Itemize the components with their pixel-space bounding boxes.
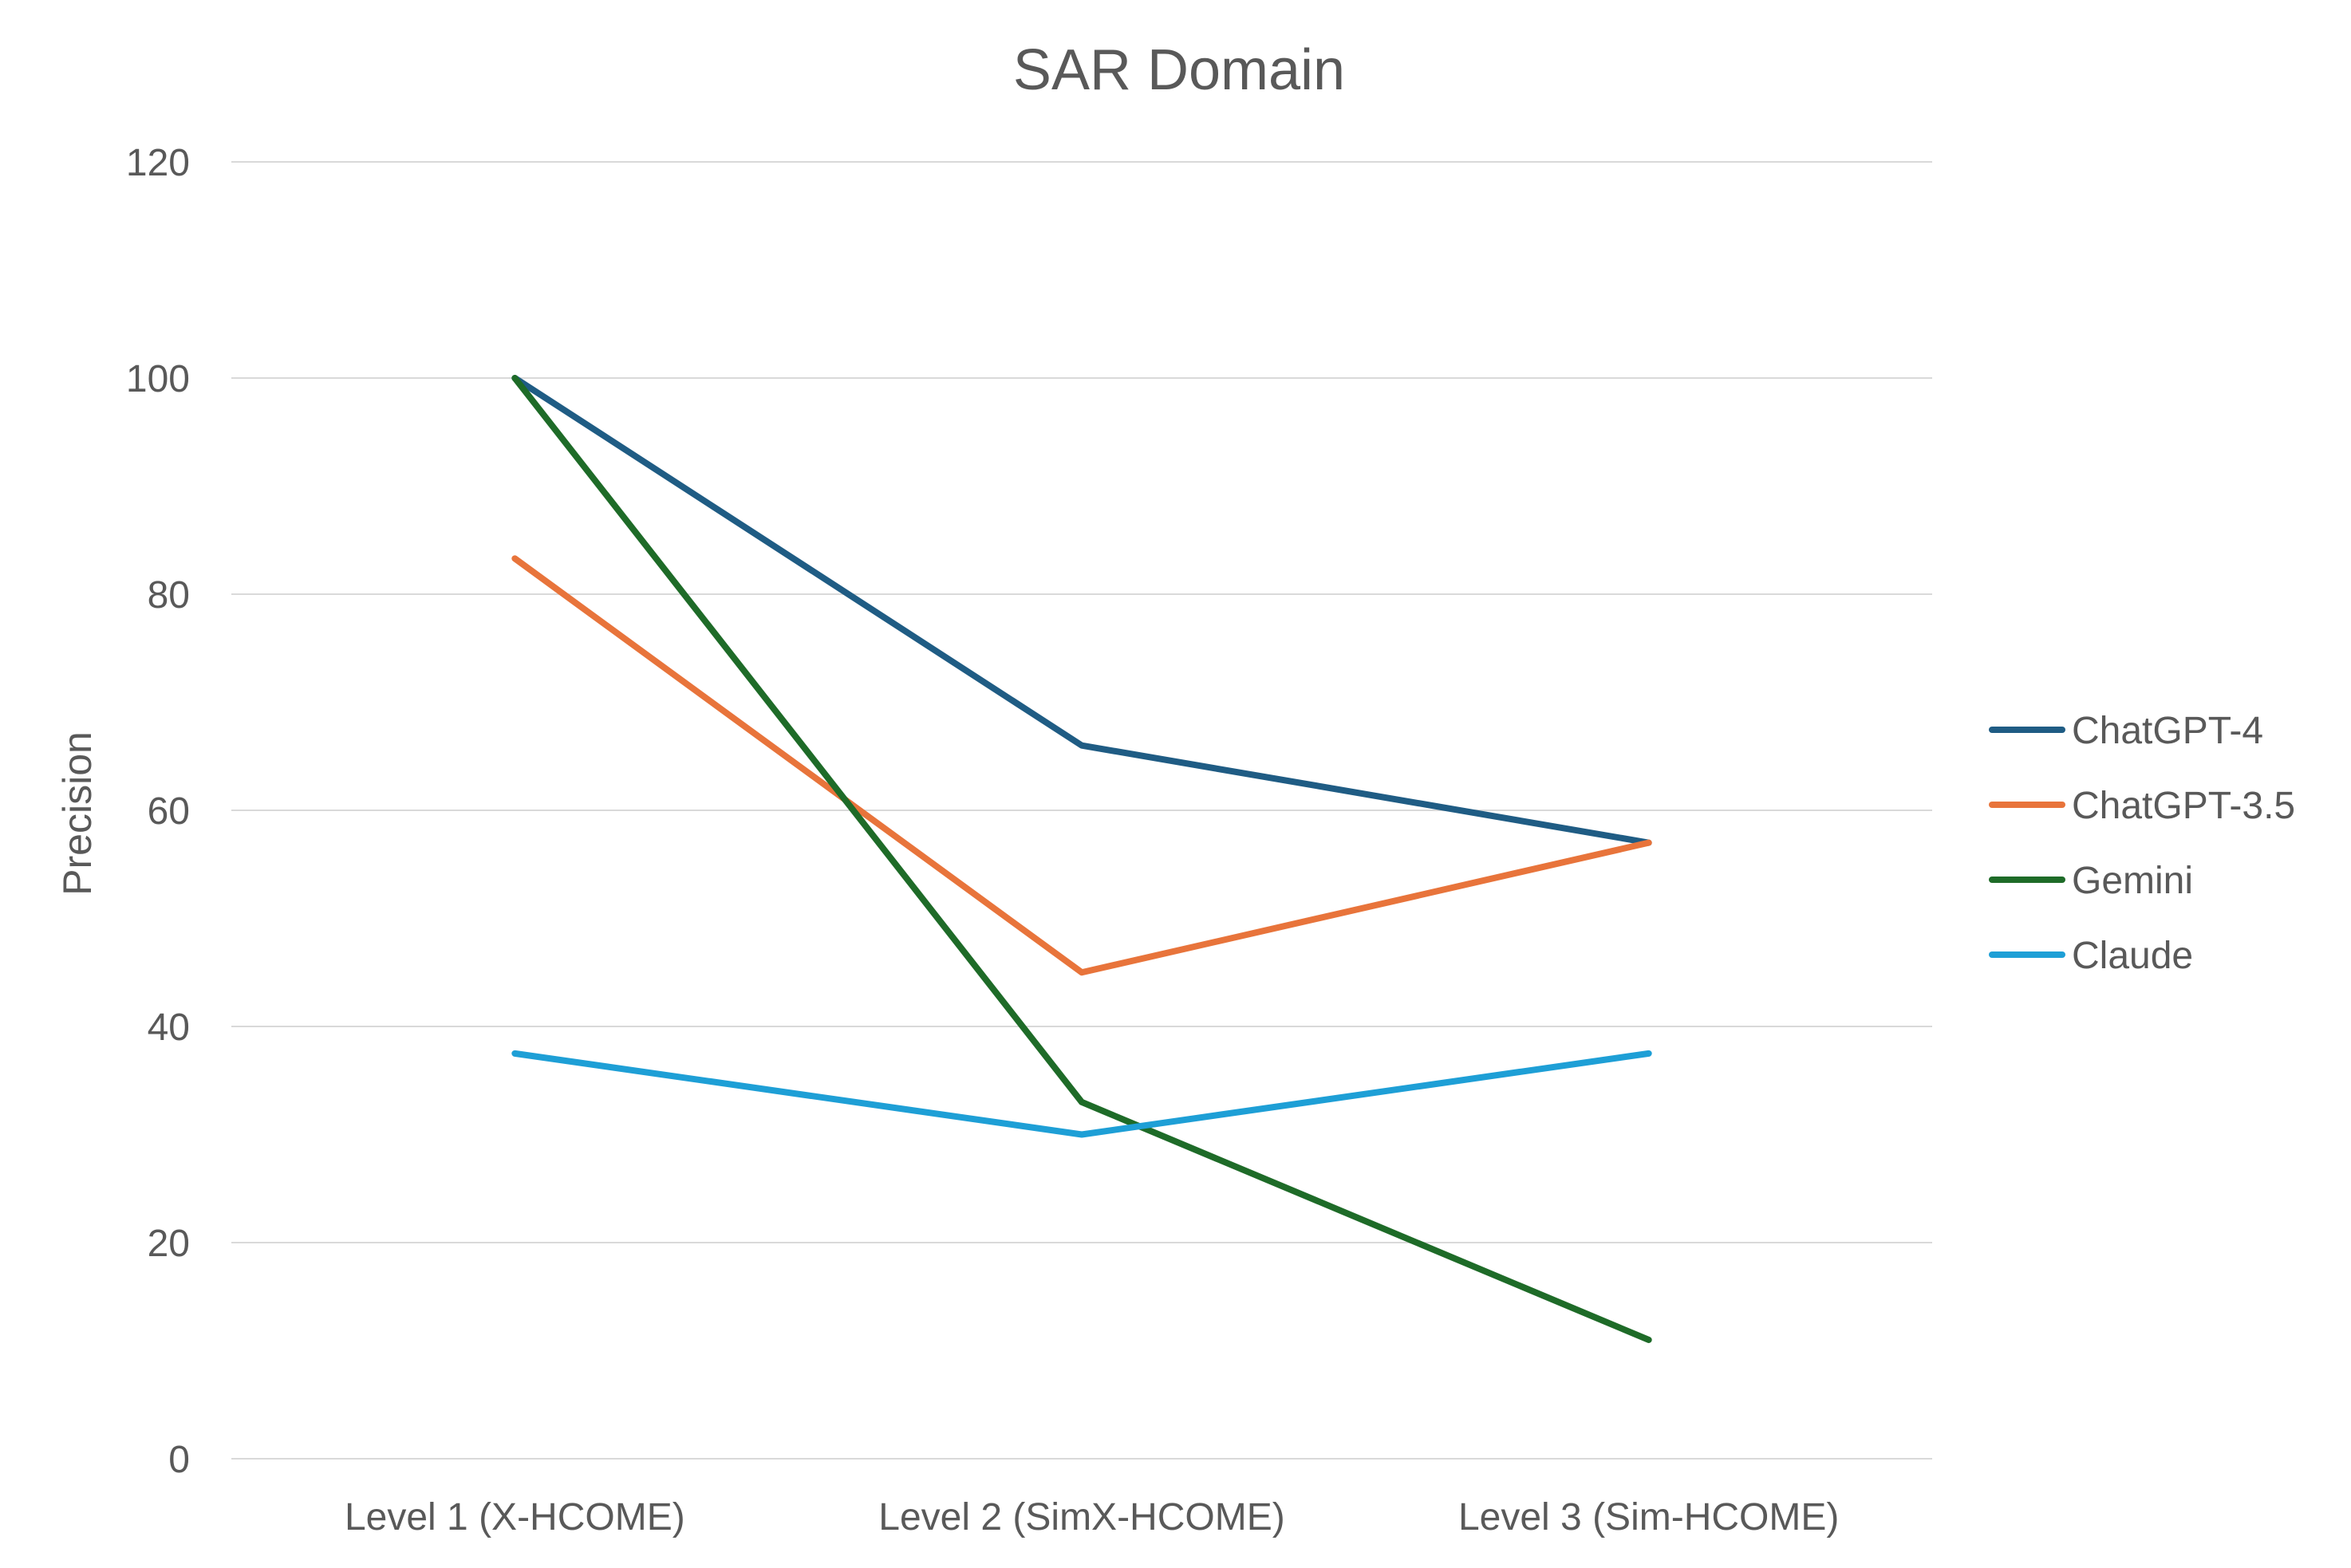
x-tick-label: Level 2 (SimX-HCOME) xyxy=(878,1496,1284,1538)
series-line xyxy=(511,375,1652,1343)
y-axis-title: Precision xyxy=(55,731,100,896)
y-tick-label: 40 xyxy=(148,1007,190,1049)
y-axis-tick-labels: 0 20 40 60 80 100 120 xyxy=(126,142,190,1481)
legend-label: ChatGPT-4 xyxy=(2072,710,2263,752)
series-line xyxy=(511,1050,1652,1138)
legend-label: ChatGPT-3.5 xyxy=(2072,785,2295,827)
y-tick-label: 60 xyxy=(148,790,190,833)
x-tick-label: Level 3 (Sim-HCOME) xyxy=(1458,1496,1839,1538)
legend-label: Claude xyxy=(2072,935,2193,977)
chart-title: SAR Domain xyxy=(1013,38,1345,102)
y-tick-label: 100 xyxy=(126,358,190,400)
x-tick-label: Level 1 (X-HCOME) xyxy=(345,1496,685,1538)
series-line xyxy=(511,375,1652,846)
y-tick-label: 120 xyxy=(126,142,190,184)
series-line xyxy=(511,555,1652,976)
legend: ChatGPT-4 ChatGPT-3.5 Gemini Claude xyxy=(1989,710,2295,977)
y-tick-label: 80 xyxy=(148,574,190,617)
y-tick-label: 20 xyxy=(148,1223,190,1265)
x-axis-tick-labels: Level 1 (X-HCOME) Level 2 (SimX-HCOME) Lev… xyxy=(345,1496,1839,1538)
series-lines xyxy=(511,375,1652,1343)
y-tick-label: 0 xyxy=(168,1439,190,1481)
legend-label: Gemini xyxy=(2072,860,2193,902)
